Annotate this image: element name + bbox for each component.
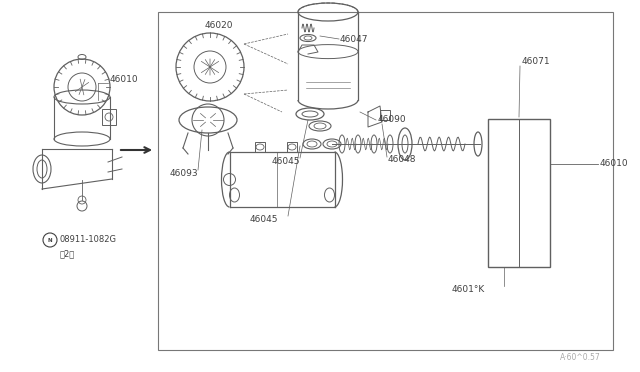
Text: 46010: 46010 bbox=[110, 76, 139, 84]
Text: A·60^0.57: A·60^0.57 bbox=[560, 353, 601, 362]
Text: 46045: 46045 bbox=[272, 157, 301, 167]
Bar bbox=[255, 142, 265, 152]
Text: （2）: （2） bbox=[60, 250, 76, 259]
Bar bbox=[380, 110, 390, 120]
Text: 08911-1082G: 08911-1082G bbox=[60, 235, 117, 244]
Text: 46020: 46020 bbox=[205, 22, 234, 31]
Bar bbox=[488, 119, 550, 267]
Text: 4601°K: 4601°K bbox=[452, 285, 485, 295]
Text: 46010: 46010 bbox=[600, 160, 628, 169]
Text: 46093: 46093 bbox=[170, 170, 198, 179]
Text: 46047: 46047 bbox=[340, 35, 369, 45]
Text: 46090: 46090 bbox=[378, 115, 406, 125]
Text: N: N bbox=[48, 237, 52, 243]
Text: 46048: 46048 bbox=[388, 155, 417, 164]
Bar bbox=[158, 12, 613, 350]
Text: 46071: 46071 bbox=[522, 58, 550, 67]
Text: 46045: 46045 bbox=[250, 215, 278, 224]
Bar bbox=[287, 142, 297, 152]
